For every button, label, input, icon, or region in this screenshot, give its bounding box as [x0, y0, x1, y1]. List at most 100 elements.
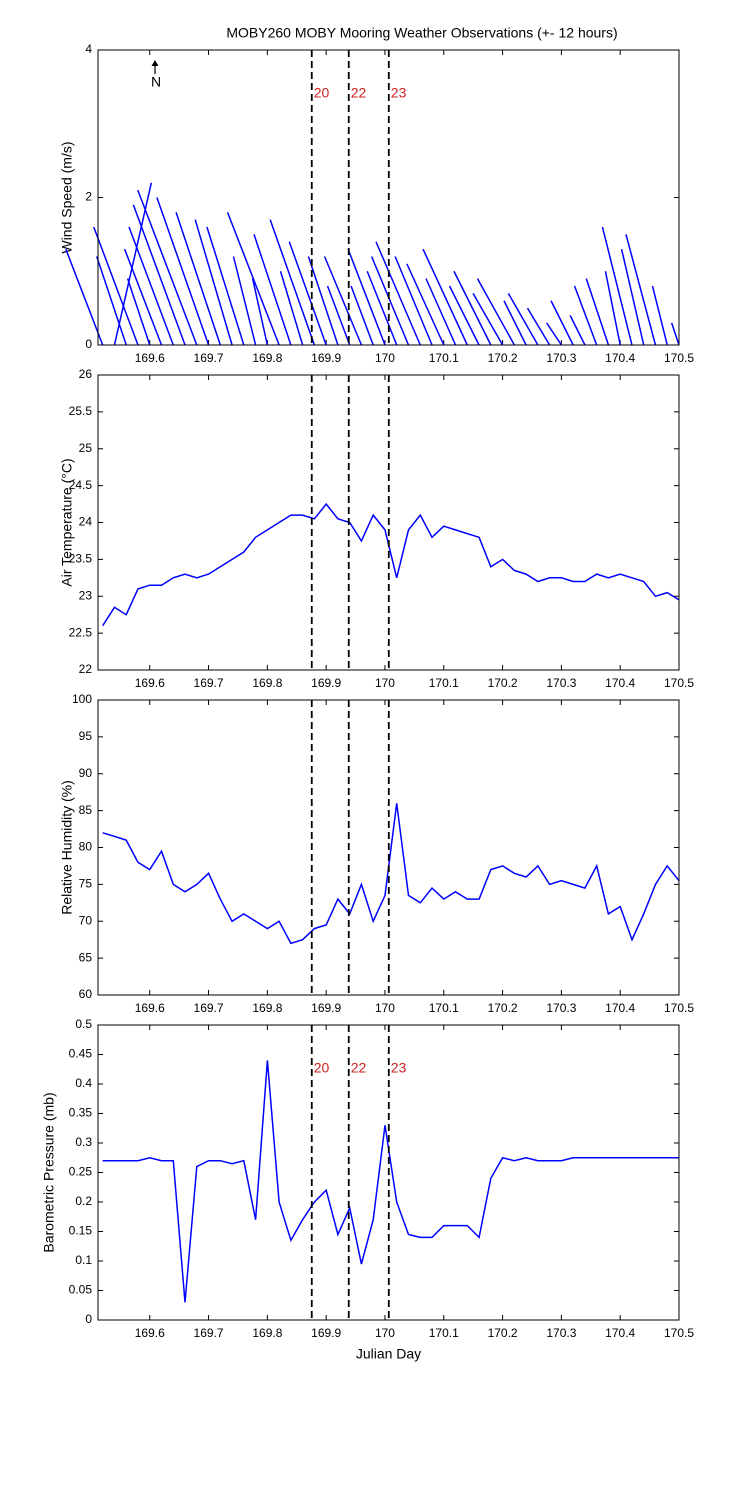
y-tick-label: 24.5	[69, 478, 93, 492]
wind-stick	[93, 226, 139, 346]
wind-stick	[206, 226, 245, 346]
wind-stick	[573, 285, 598, 346]
event-label: 22	[351, 85, 367, 101]
x-tick-label: 170.4	[605, 351, 635, 365]
wind-stick	[253, 234, 292, 346]
wind-stick	[194, 219, 233, 346]
wind-stick	[132, 204, 186, 346]
x-tick-label: 170.2	[488, 351, 518, 365]
y-tick-label: 0	[85, 337, 92, 351]
y-tick-label: 22.5	[69, 625, 93, 639]
wind-stick	[251, 278, 269, 346]
wind-stick	[604, 271, 621, 346]
x-tick-label: 169.9	[311, 351, 341, 365]
y-tick-label: 80	[79, 840, 93, 854]
x-tick-label: 169.7	[194, 1001, 224, 1015]
x-tick-label: 170.3	[546, 676, 576, 690]
x-tick-label: 169.7	[194, 1326, 224, 1340]
y-axis-label: Air Temperature (°C)	[59, 458, 75, 586]
x-tick-label: 170	[375, 1326, 395, 1340]
y-tick-label: 0.05	[69, 1283, 93, 1297]
plot-frame	[97, 1024, 680, 1321]
wind-stick	[406, 263, 445, 346]
y-tick-label: 23.5	[69, 552, 93, 566]
x-tick-label: 169.8	[252, 1326, 282, 1340]
wind-stick	[175, 212, 222, 346]
wind-stick	[307, 256, 339, 346]
wind-stick	[651, 285, 668, 346]
wind-stick	[448, 285, 480, 346]
x-tick-label: 169.6	[135, 676, 165, 690]
y-tick-label: 90	[79, 766, 93, 780]
wind-stick	[347, 248, 386, 346]
x-tick-label: 169.6	[135, 1326, 165, 1340]
x-tick-label: 169.8	[252, 676, 282, 690]
wind-stick	[126, 278, 151, 346]
y-tick-label: 0.35	[69, 1106, 93, 1120]
wind-stick	[123, 248, 163, 346]
wind-stick	[472, 293, 504, 346]
wind-stick	[226, 211, 280, 346]
wind-stick	[620, 248, 645, 346]
x-tick-label: 170.1	[429, 351, 459, 365]
wind-stick	[323, 256, 363, 346]
wind-stick	[96, 256, 127, 346]
y-tick-label: 0.15	[69, 1224, 93, 1238]
y-tick-label: 75	[79, 877, 93, 891]
x-tick-label: 170.4	[605, 1326, 635, 1340]
wind-stick	[546, 322, 563, 346]
x-tick-label: 169.9	[311, 676, 341, 690]
wind-stick	[507, 293, 539, 346]
x-tick-label: 169.8	[252, 351, 282, 365]
y-tick-label: 25	[79, 441, 93, 455]
y-tick-label: 26	[79, 367, 93, 381]
wind-stick	[65, 248, 104, 346]
y-tick-label: 65	[79, 950, 93, 964]
data-line	[102, 803, 680, 945]
event-label: 20	[314, 85, 330, 101]
wind-stick	[279, 271, 304, 346]
y-tick-label: 2	[85, 190, 92, 204]
wind-stick	[453, 270, 492, 346]
y-axis-label: Barometric Pressure (mb)	[41, 1092, 57, 1252]
wind-stick	[128, 226, 174, 346]
x-axis-label: Julian Day	[356, 1346, 421, 1362]
north-arrow-head	[151, 60, 159, 66]
wind-stick	[394, 256, 433, 346]
event-label: 23	[391, 85, 407, 101]
north-label: N	[151, 74, 161, 90]
plot-frame	[97, 699, 680, 996]
wind-stick	[601, 226, 633, 346]
wind-stick	[569, 315, 586, 346]
wind-stick	[503, 300, 527, 346]
x-tick-label: 169.9	[311, 1001, 341, 1015]
wind-stick	[269, 219, 316, 346]
wind-stick	[370, 256, 410, 346]
x-tick-label: 170.2	[488, 1326, 518, 1340]
x-tick-label: 170.4	[605, 676, 635, 690]
y-axis-label: Wind Speed (m/s)	[59, 141, 75, 253]
x-tick-label: 169.6	[135, 351, 165, 365]
y-tick-label: 23	[79, 588, 93, 602]
x-tick-label: 170.5	[664, 676, 694, 690]
x-tick-label: 170.4	[605, 1001, 635, 1015]
y-tick-label: 70	[79, 913, 93, 927]
event-label: 20	[314, 1060, 330, 1076]
x-tick-label: 170.5	[664, 1326, 694, 1340]
plot-frame	[97, 49, 680, 346]
data-line	[102, 1060, 679, 1303]
y-tick-label: 22	[79, 662, 93, 676]
wind-stick	[326, 285, 351, 346]
wind-stick	[585, 278, 610, 346]
wind-stick	[422, 248, 468, 346]
y-tick-label: 4	[85, 42, 92, 56]
y-tick-label: 0.2	[75, 1194, 92, 1208]
y-tick-label: 25.5	[69, 404, 93, 418]
y-tick-label: 0.4	[75, 1076, 92, 1090]
x-tick-label: 170.3	[546, 351, 576, 365]
y-tick-label: 0.5	[75, 1017, 92, 1031]
y-tick-label: 0.3	[75, 1135, 92, 1149]
chart-title: MOBY260 MOBY Mooring Weather Observation…	[226, 25, 617, 41]
